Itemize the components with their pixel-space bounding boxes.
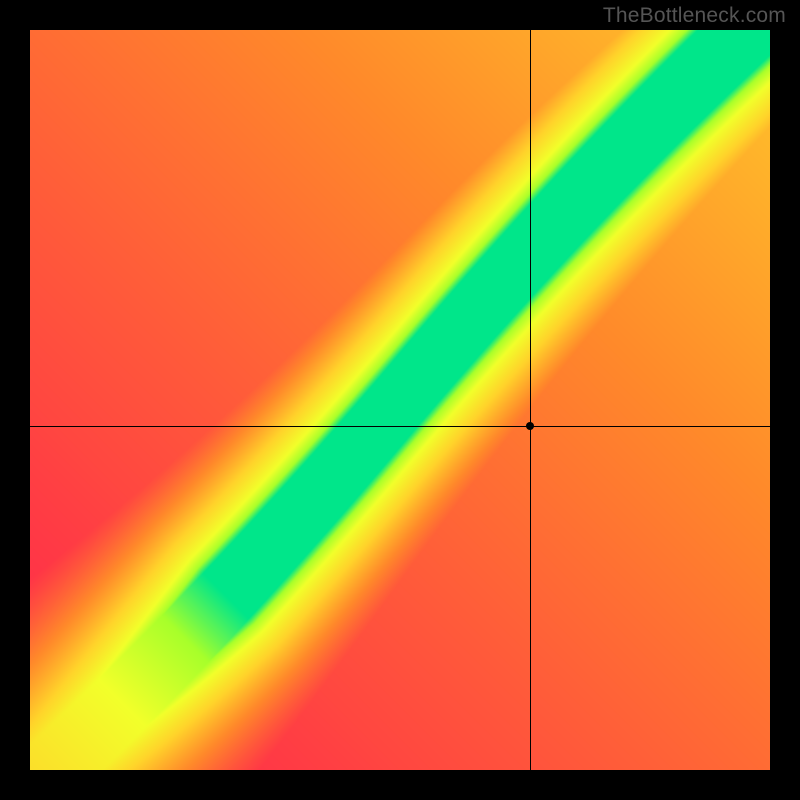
crosshair-horizontal: [30, 426, 770, 427]
plot-area: [30, 30, 770, 770]
crosshair-vertical: [530, 30, 531, 770]
watermark-text: TheBottleneck.com: [603, 4, 786, 28]
heatmap-canvas: [30, 30, 770, 770]
chart-container: TheBottleneck.com: [0, 0, 800, 800]
marker-dot: [526, 422, 534, 430]
